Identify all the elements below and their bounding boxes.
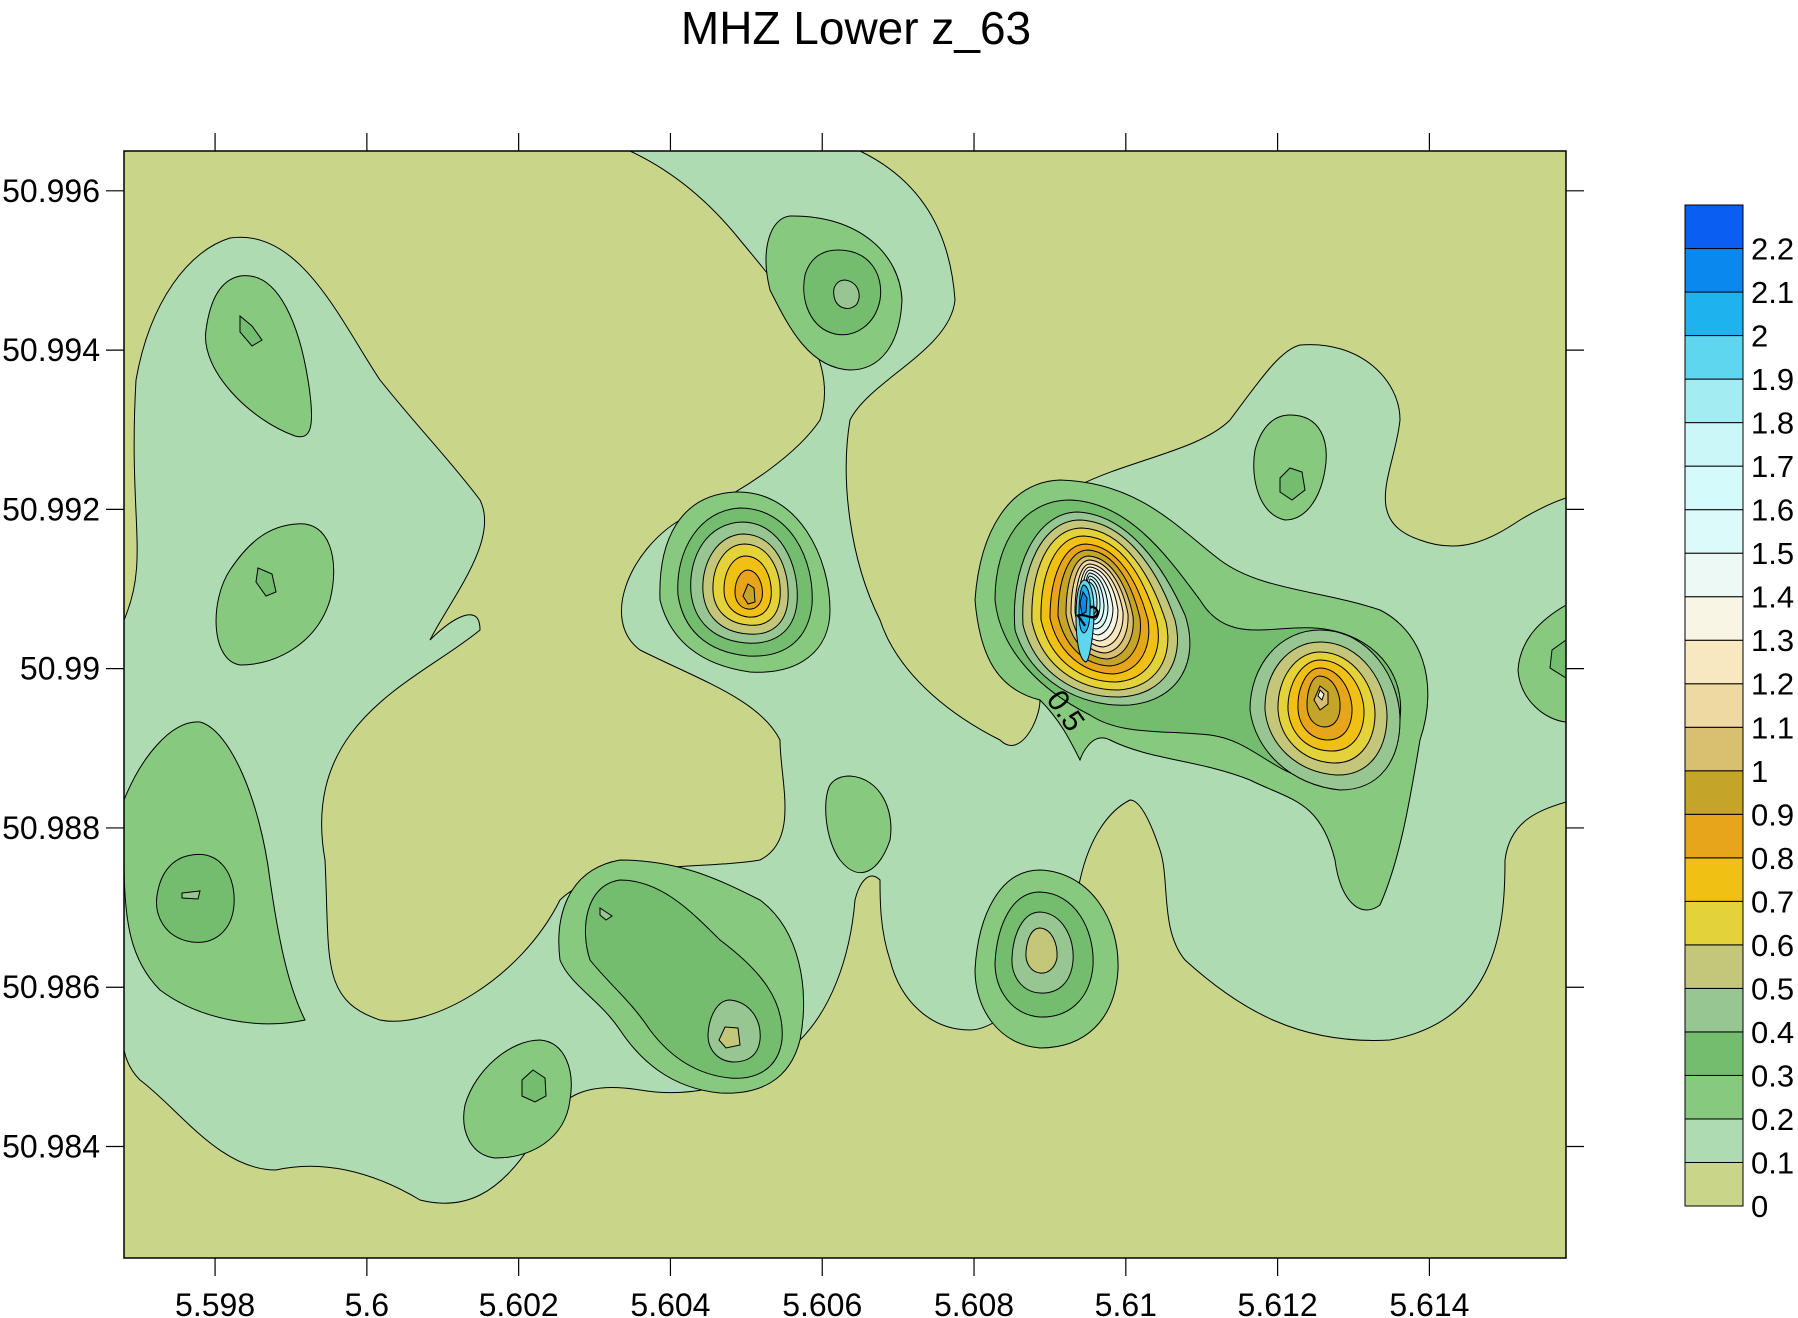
colorbar-swatch [1684, 465, 1744, 511]
x-axis: 5.598 5.6 5.602 5.604 5.606 5.608 5.61 5.612 5.6… [175, 133, 1469, 1318]
colorbar-label: 0.8 [1751, 841, 1794, 876]
colorbar-label: 1.8 [1751, 406, 1794, 441]
band-0.2 [463, 1039, 572, 1159]
colorbar-swatch [1684, 944, 1744, 989]
contour-regions [124, 151, 1566, 1204]
colorbar: 0 0.1 0.2 0.3 0.4 0.5 0.6 0.7 0.8 0.9 1 1.1 1.2 1.3 1.… [1684, 204, 1794, 1224]
band-0.3 [521, 1069, 547, 1103]
x-tick-label: 5.606 [782, 1287, 862, 1318]
band-0.4 [181, 890, 201, 900]
band-0.2 [215, 523, 335, 666]
x-tick-label: 5.61 [1095, 1287, 1157, 1318]
band-0.5 [1025, 927, 1058, 974]
colorbar-label: 1.2 [1751, 667, 1794, 702]
x-tick-label: 5.604 [630, 1287, 710, 1318]
x-tick-label: 5.612 [1238, 1287, 1318, 1318]
colorbar-label: 1.9 [1751, 362, 1794, 397]
x-tick-label: 5.598 [175, 1287, 255, 1318]
y-tick-label: 50.984 [2, 1129, 100, 1165]
x-tick-label: 5.608 [934, 1287, 1014, 1318]
y-tick-label: 50.994 [2, 332, 100, 368]
band-0.4 [833, 279, 860, 309]
band-0.3 [255, 567, 277, 597]
band-0.2 [205, 275, 313, 438]
colorbar-label: 0.3 [1751, 1058, 1794, 1093]
y-tick-label: 50.99 [20, 651, 100, 687]
band-0.3 [1549, 639, 1566, 679]
colorbar-label: 1.3 [1751, 623, 1794, 658]
y-tick-label: 50.996 [2, 173, 100, 209]
band-0.2 [1517, 604, 1566, 723]
colorbar-swatch [1684, 1161, 1744, 1207]
colorbar-swatch [1684, 683, 1744, 728]
band-0.2 [825, 775, 892, 873]
colorbar-swatch [1684, 552, 1744, 598]
colorbar-swatch [1684, 1031, 1744, 1076]
colorbar-swatch [1684, 335, 1744, 380]
colorbar-swatch [1684, 291, 1744, 337]
colorbar-label: 2.1 [1751, 275, 1794, 310]
band-0.3 [599, 907, 613, 921]
x-tick-label: 5.6 [345, 1287, 389, 1318]
colorbar-swatch [1684, 509, 1744, 554]
band-0.9 [742, 583, 756, 605]
colorbar-label: 1.1 [1751, 710, 1794, 745]
colorbar-label: 1.4 [1751, 580, 1794, 615]
colorbar-swatch [1684, 248, 1744, 293]
band-0.3 [1279, 467, 1306, 501]
x-tick-label: 5.614 [1389, 1287, 1469, 1318]
colorbar-label: 0.1 [1751, 1145, 1794, 1180]
colorbar-label: 0.9 [1751, 797, 1794, 832]
chart-title: MHZ Lower z_63 [681, 2, 1031, 54]
colorbar-label: 0 [1751, 1189, 1768, 1224]
colorbar-swatch [1684, 422, 1744, 467]
colorbar-label: 0.2 [1751, 1102, 1794, 1137]
colorbar-label: 1.7 [1751, 449, 1794, 484]
colorbar-label: 0.6 [1751, 928, 1794, 963]
y-tick-label: 50.986 [2, 969, 100, 1005]
y-axis: 50.984 50.986 50.988 50.99 50.992 50.994 50.99… [2, 173, 1584, 1165]
colorbar-swatch [1684, 639, 1744, 685]
colorbar-label: 1.6 [1751, 493, 1794, 528]
band-1.3 [1317, 689, 1325, 701]
colorbar-label: 0.5 [1751, 971, 1794, 1006]
plot-frame [123, 150, 1567, 1259]
colorbar-swatch [1684, 857, 1744, 902]
colorbar-label: 1.5 [1751, 536, 1794, 571]
colorbar-swatch [1684, 770, 1744, 815]
x-tick-label: 5.602 [479, 1287, 559, 1318]
colorbar-swatch [1684, 726, 1744, 772]
colorbar-label: 1 [1751, 754, 1768, 789]
colorbar-swatch [1684, 204, 1744, 250]
colorbar-swatch [1684, 1118, 1744, 1163]
colorbar-swatch [1684, 900, 1744, 946]
band-0.3 [239, 314, 263, 347]
colorbar-label: 2.2 [1751, 232, 1794, 267]
band-0.5 [718, 1026, 741, 1049]
colorbar-label: 2 [1751, 319, 1768, 354]
colorbar-swatch [1684, 813, 1744, 859]
y-tick-label: 50.988 [2, 810, 100, 846]
band-2.1 [1079, 590, 1088, 615]
y-tick-label: 50.992 [2, 491, 100, 527]
colorbar-swatch [1684, 987, 1744, 1033]
colorbar-swatch [1684, 596, 1744, 641]
colorbar-label: 0.4 [1751, 1015, 1794, 1050]
colorbar-swatch [1684, 1074, 1744, 1120]
colorbar-label: 0.7 [1751, 884, 1794, 919]
colorbar-swatch [1684, 378, 1744, 424]
